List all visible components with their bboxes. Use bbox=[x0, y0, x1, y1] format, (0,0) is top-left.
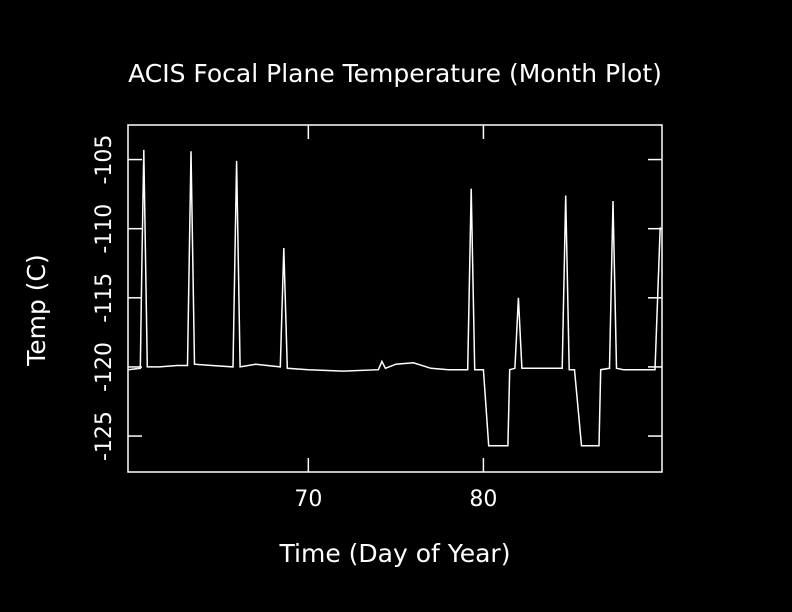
x-tick-label: 70 bbox=[294, 487, 322, 512]
y-tick-label: -115 bbox=[92, 273, 117, 323]
x-tick-label: 80 bbox=[469, 487, 497, 512]
y-tick-label: -120 bbox=[92, 342, 117, 392]
y-tick-label: -125 bbox=[92, 411, 117, 461]
data-line bbox=[127, 149, 661, 447]
chart-title: ACIS Focal Plane Temperature (Month Plot… bbox=[128, 59, 662, 88]
x-axis-label: Time (Day of Year) bbox=[279, 539, 511, 568]
y-tick-label: -110 bbox=[92, 204, 117, 254]
y-axis-label: Temp (C) bbox=[22, 254, 51, 367]
y-tick-label: -105 bbox=[92, 135, 117, 185]
